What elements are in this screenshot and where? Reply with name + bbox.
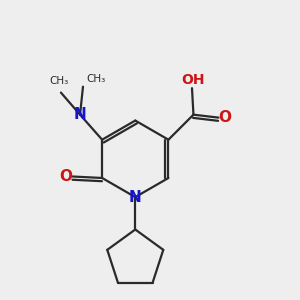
Text: N: N [74, 107, 86, 122]
Text: O: O [218, 110, 231, 125]
Text: O: O [60, 169, 73, 184]
Text: N: N [129, 190, 142, 206]
Text: CH₃: CH₃ [50, 76, 69, 86]
Text: OH: OH [182, 73, 205, 87]
Text: CH₃: CH₃ [87, 74, 106, 84]
